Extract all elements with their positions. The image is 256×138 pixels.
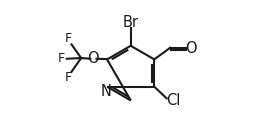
- Text: O: O: [88, 51, 99, 66]
- Text: Br: Br: [123, 15, 139, 30]
- Text: O: O: [185, 41, 197, 56]
- Text: N: N: [101, 84, 112, 99]
- Text: F: F: [58, 52, 65, 65]
- Text: F: F: [65, 32, 72, 45]
- Text: F: F: [65, 71, 72, 84]
- Text: Cl: Cl: [166, 93, 180, 108]
